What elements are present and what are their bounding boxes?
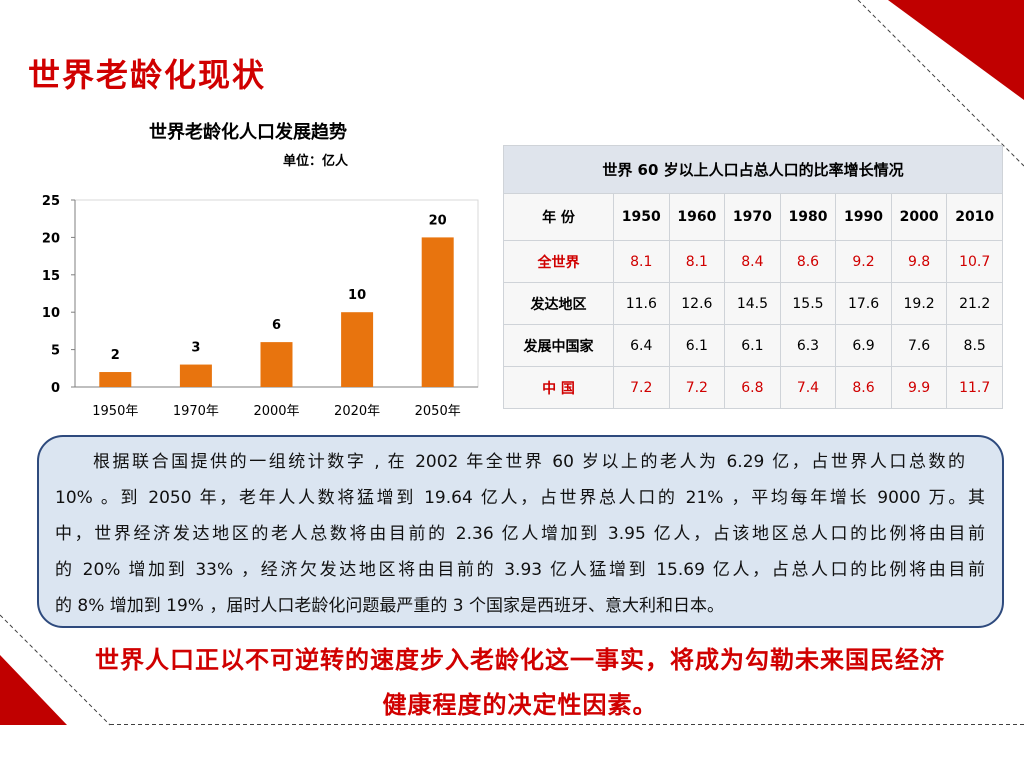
chart-unit-label: 单位：亿人 <box>283 154 349 169</box>
table-row-world: 全世界 8.1 8.1 8.4 8.6 9.2 9.8 10.7 <box>503 240 1003 283</box>
table-cell: 6.4 <box>613 324 670 367</box>
table-cell: 6.1 <box>668 324 726 367</box>
table-cell: 6.1 <box>724 324 781 367</box>
table-cell: 6.9 <box>835 324 892 367</box>
table-corner-label: 年 份 <box>503 193 614 241</box>
bar-chart: 0 5 10 15 20 25 2 1950年 3 1970年 6 2000年 10 2020年 20 205… <box>42 194 479 419</box>
table-year-header: 2000 <box>890 193 948 241</box>
table-row-label: 发展中国家 <box>503 324 614 367</box>
top-right-corner-triangle <box>888 0 1024 100</box>
table-year-header: 1970 <box>724 193 781 241</box>
conclusion-text: 世界人口正以不可逆转的速度步入老龄化这一事实，将成为勾勒未来国民经济 健康程度的… <box>16 638 1024 728</box>
aging-ratio-table: 世界 60 岁以上人口占总人口的比率增长情况 年 份 1950 1960 197… <box>503 145 1003 409</box>
note-line: 10% 。到 2050 年，老年人人数将猛增到 19.64 亿人，占世界总人口的… <box>55 488 985 508</box>
table-row-developed: 发达地区 11.6 12.6 14.5 15.5 17.6 19.2 21.2 <box>503 282 1003 325</box>
table-cell: 7.2 <box>613 366 670 409</box>
data-label: 3 <box>191 341 200 356</box>
conclusion-line: 世界人口正以不可逆转的速度步入老龄化这一事实，将成为勾勒未来国民经济 <box>95 646 945 674</box>
table-cell: 12.6 <box>668 282 726 325</box>
table-cell: 8.6 <box>835 366 892 409</box>
table-row-developing: 发展中国家 6.4 6.1 6.1 6.3 6.9 7.6 8.5 <box>503 324 1003 367</box>
y-tick-label: 25 <box>42 194 60 209</box>
table-row-china: 中 国 7.2 7.2 6.8 7.4 8.6 9.9 11.7 <box>503 366 1003 409</box>
note-line: 根据联合国提供的一组统计数字 , 在 2002 年全世界 60 岁以上的老人为 … <box>93 452 965 472</box>
bar <box>260 342 293 387</box>
bottom-left-dashed-line <box>0 614 111 726</box>
data-label: 6 <box>272 318 281 333</box>
table-year-header: 1980 <box>779 193 837 241</box>
table-cell: 8.1 <box>613 240 670 283</box>
x-tick-label: 1970年 <box>173 404 219 419</box>
table-cell: 10.7 <box>946 240 1003 283</box>
x-tick-label: 2020年 <box>334 404 380 419</box>
table-row-label: 中 国 <box>503 366 614 409</box>
x-tick-label: 1950年 <box>92 404 138 419</box>
conclusion-line: 健康程度的决定性因素。 <box>382 691 658 719</box>
x-tick-label: 2050年 <box>415 404 461 419</box>
table-cell: 19.2 <box>890 282 948 325</box>
table-year-header: 2010 <box>946 193 1003 241</box>
table-header-row: 年 份 1950 1960 1970 1980 1990 2000 2010 <box>503 193 1003 241</box>
table-year-header: 1950 <box>613 193 670 241</box>
table-cell: 7.6 <box>890 324 948 367</box>
slide-title: 世界老龄化现状 <box>28 56 267 94</box>
table-cell: 17.6 <box>835 282 892 325</box>
table-row-label: 发达地区 <box>503 282 614 325</box>
data-label: 10 <box>348 288 366 303</box>
y-tick-label: 20 <box>42 231 60 246</box>
table-cell: 6.3 <box>779 324 837 367</box>
table-cell: 7.4 <box>779 366 837 409</box>
x-tick-label: 2000年 <box>253 404 299 419</box>
note-line: 的 8% 增加到 19% ，届时人口老龄化问题最严重的 3 个国家是西班牙、意大… <box>55 596 724 616</box>
bottom-left-corner-triangle <box>0 655 67 725</box>
table-cell: 6.8 <box>724 366 781 409</box>
table-cell: 14.5 <box>724 282 781 325</box>
note-line: 中，世界经济发达地区的老人总数将由目前的 2.36 亿人增加到 3.95 亿人，… <box>55 524 985 544</box>
statistics-note-box: 根据联合国提供的一组统计数字 , 在 2002 年全世界 60 岁以上的老人为 … <box>37 435 1004 628</box>
table-year-header: 1990 <box>835 193 892 241</box>
table-cell: 8.5 <box>946 324 1003 367</box>
bar <box>179 364 212 387</box>
table-cell: 9.9 <box>890 366 948 409</box>
table-cell: 21.2 <box>946 282 1003 325</box>
note-line: 的 20% 增加到 33% ，经济欠发达地区将由目前的 3.93 亿人猛增到 1… <box>55 560 985 580</box>
table-cell: 8.6 <box>779 240 837 283</box>
y-tick-label: 5 <box>51 344 60 359</box>
table-cell: 9.8 <box>890 240 948 283</box>
data-label: 20 <box>429 213 447 228</box>
table-title-row: 世界 60 岁以上人口占总人口的比率增长情况 <box>503 145 1003 194</box>
table-row-label: 全世界 <box>503 240 614 283</box>
data-label: 2 <box>111 348 120 363</box>
table-cell: 11.7 <box>946 366 1003 409</box>
table-cell: 9.2 <box>835 240 892 283</box>
table-cell: 15.5 <box>779 282 837 325</box>
table-title: 世界 60 岁以上人口占总人口的比率增长情况 <box>503 145 1003 194</box>
bar <box>341 312 374 387</box>
chart-title: 世界老龄化人口发展趋势 <box>149 122 347 143</box>
y-tick-label: 15 <box>42 269 60 284</box>
table-year-header: 1960 <box>668 193 726 241</box>
table-cell: 11.6 <box>613 282 670 325</box>
table-cell: 8.1 <box>668 240 726 283</box>
y-tick-label: 0 <box>51 381 60 396</box>
table-cell: 7.2 <box>668 366 726 409</box>
y-tick-label: 10 <box>42 306 60 321</box>
table-cell: 8.4 <box>724 240 781 283</box>
bar <box>99 372 132 387</box>
bar <box>421 237 454 387</box>
